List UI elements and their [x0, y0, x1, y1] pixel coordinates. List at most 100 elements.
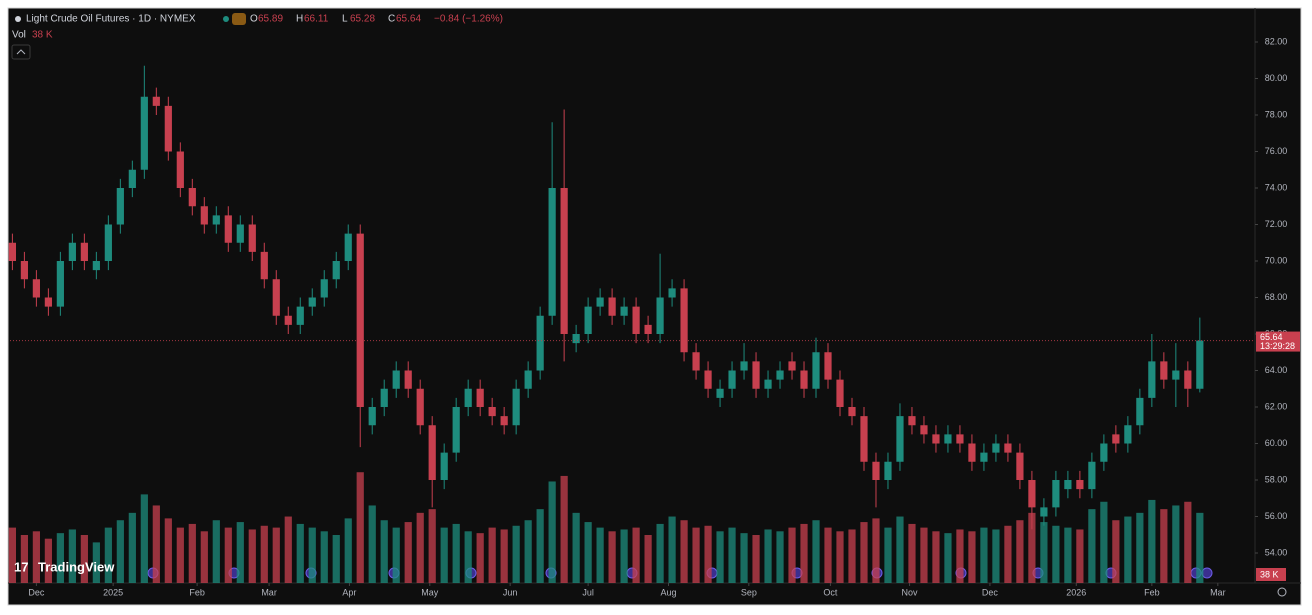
volume-bar [668, 516, 676, 583]
volume-bar [920, 527, 928, 583]
candle-body [464, 388, 472, 407]
candle-body [224, 215, 232, 243]
candle-body [536, 315, 544, 371]
candle-body [584, 306, 592, 334]
volume-bar [716, 531, 724, 583]
volume-bar [752, 535, 760, 583]
candle-body [824, 352, 832, 380]
volume-bar [476, 533, 484, 583]
candle-body [68, 242, 76, 261]
candle-body [836, 379, 844, 407]
volume-bar [368, 505, 376, 583]
candle-body [1088, 461, 1096, 490]
volume-bar [92, 542, 100, 583]
volume-bar [1172, 505, 1180, 583]
volume-header-value: 38 K [32, 30, 53, 41]
event-icon[interactable] [1201, 567, 1213, 579]
volume-bar [272, 527, 280, 583]
y-tick-label: 58.00 [1265, 474, 1288, 484]
volume-bar [896, 516, 904, 583]
candle-body [92, 261, 100, 271]
candle-body [140, 96, 148, 170]
volume-bar [56, 533, 64, 583]
volume-bar [812, 520, 820, 583]
y-tick-label: 64.00 [1265, 365, 1288, 375]
volume-bar [992, 529, 1000, 583]
ohlc-label: C [388, 14, 395, 25]
volume-bar [956, 529, 964, 583]
volume-bar [176, 527, 184, 583]
candle-body [644, 324, 652, 334]
volume-bar [776, 531, 784, 583]
candle-body [860, 416, 868, 462]
volume-title: Vol [12, 30, 26, 41]
volume-bar [572, 512, 580, 583]
x-tick-label: Mar [1210, 587, 1226, 597]
candle-body [596, 297, 604, 307]
ohlc-label: H [296, 14, 303, 25]
volume-bar [524, 520, 532, 583]
volume-bar [332, 535, 340, 583]
volume-bar [788, 527, 796, 583]
volume-bar [1016, 520, 1024, 583]
candle-body [896, 416, 904, 462]
volume-bar [416, 512, 424, 583]
volume-bar [1124, 516, 1132, 583]
volume-bar [848, 529, 856, 583]
candle-body [452, 407, 460, 453]
x-tick-label: Feb [1144, 587, 1160, 597]
volume-bar [980, 527, 988, 583]
candle-body [488, 407, 496, 417]
volume-bar [140, 494, 148, 583]
y-tick-label: 76.00 [1265, 146, 1288, 156]
candle-body [848, 407, 856, 417]
candle-body [284, 315, 292, 325]
volume-bar [224, 527, 232, 583]
x-tick-label: Jul [582, 587, 594, 597]
watermark: TradingView [38, 559, 115, 574]
volume-bar [560, 475, 568, 583]
candle-body [308, 297, 316, 307]
x-tick-label: Dec [28, 587, 45, 597]
volume-bar [344, 518, 352, 583]
volume-bar [1196, 512, 1204, 583]
volume-bar [692, 527, 700, 583]
volume-bar [464, 531, 472, 583]
volume-bar [284, 516, 292, 583]
candle-body [152, 96, 160, 106]
y-tick-label: 80.00 [1265, 73, 1288, 83]
candle-body [272, 279, 280, 316]
candle-body [548, 188, 556, 316]
settings-icon[interactable] [1277, 587, 1287, 597]
candle-body [500, 416, 508, 426]
volume-bar [872, 518, 880, 583]
volume-bar [824, 527, 832, 583]
volume-bar [836, 531, 844, 583]
x-tick-label: Feb [189, 587, 205, 597]
x-tick-label: Nov [902, 587, 919, 597]
volume-bar [20, 535, 28, 583]
volume-bar [44, 538, 52, 583]
candle-body [260, 251, 268, 280]
candle-body [20, 261, 28, 280]
candle-body [356, 233, 364, 407]
candle-body [1184, 370, 1192, 389]
candle-body [332, 261, 340, 280]
candle-body [344, 233, 352, 261]
candle-body [1028, 480, 1036, 508]
candle-body [248, 224, 256, 252]
candle-body [992, 443, 1000, 453]
volume-bar [740, 533, 748, 583]
volume-bar [488, 527, 496, 583]
volume-bar [104, 527, 112, 583]
volume-bar [1040, 522, 1048, 583]
y-tick-label: 62.00 [1265, 401, 1288, 411]
candle-body [104, 224, 112, 261]
last-price-time: 13:29:28 [1260, 341, 1295, 351]
candle-body [188, 188, 196, 207]
volume-bar [884, 527, 892, 583]
collapse-button[interactable] [11, 44, 31, 60]
volume-bar [380, 520, 388, 583]
